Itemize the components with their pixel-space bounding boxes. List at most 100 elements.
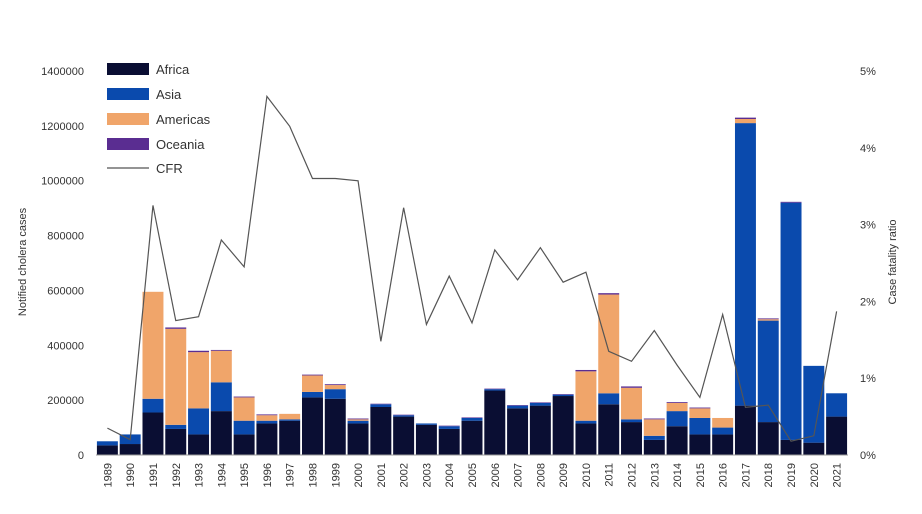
bar-asia-2021: [826, 393, 848, 417]
bar-oceania-2007: [507, 405, 529, 406]
bar-oceania-1996: [256, 414, 278, 416]
bar-africa-2006: [484, 390, 506, 455]
bar-africa-1999: [324, 398, 346, 455]
bar-africa-1992: [165, 428, 187, 455]
bar-oceania-2008: [529, 402, 551, 403]
bar-africa-2007: [507, 408, 529, 455]
y-ticks-left: 0 200000 400000 600000 800000 1000000 1200000 1…: [41, 66, 84, 462]
bar-asia-2007: [507, 405, 529, 409]
x-tick-label-1997: 1997: [285, 463, 297, 487]
bar-africa-2015: [689, 434, 711, 455]
bar-americas-2015: [689, 408, 711, 418]
y2-tick-label: 0%: [860, 450, 876, 462]
bar-africa-2001: [370, 407, 392, 455]
bar-asia-2000: [347, 420, 369, 424]
bar-africa-1996: [256, 423, 278, 455]
bar-africa-2017: [734, 405, 756, 455]
x-tick-label-1994: 1994: [216, 463, 228, 487]
x-tick-label-2001: 2001: [376, 463, 388, 487]
bar-asia-1996: [256, 420, 278, 424]
bar-asia-1995: [233, 420, 255, 435]
y-tick-label: 0: [78, 450, 84, 462]
bar-asia-2018: [757, 320, 779, 423]
bar-africa-2012: [621, 422, 642, 455]
legend-swatch-asia: [107, 88, 149, 100]
x-tick-label-1999: 1999: [330, 463, 342, 487]
x-tick-label-2002: 2002: [399, 463, 411, 487]
x-tick-label-2004: 2004: [444, 463, 456, 487]
y2-tick-label: 4%: [860, 143, 876, 155]
bar-oceania-2006: [484, 388, 506, 390]
bar-asia-1993: [188, 408, 210, 435]
y2-tick-label: 1%: [860, 373, 876, 385]
bar-africa-2004: [438, 428, 460, 455]
x-tick-label-2007: 2007: [513, 463, 525, 487]
bar-asia-2010: [575, 420, 597, 424]
bar-asia-2009: [552, 394, 574, 397]
bar-asia-2011: [598, 393, 620, 405]
y-ticks-right: 0% 1% 2% 3% 4% 5%: [860, 66, 876, 462]
bar-africa-2010: [575, 423, 597, 455]
x-tick-label-2003: 2003: [421, 463, 433, 487]
bar-africa-2002: [393, 416, 415, 455]
bar-asia-1994: [210, 382, 232, 412]
y2-axis-title: Case fatality ratio: [887, 220, 899, 305]
bar-africa-2003: [415, 424, 437, 455]
x-tick-label-2013: 2013: [649, 463, 661, 487]
y-tick-label: 800000: [47, 231, 84, 243]
bar-americas-2016: [712, 417, 734, 428]
legend-label-asia: Asia: [156, 87, 182, 102]
bar-oceania-2000: [347, 418, 369, 420]
bar-americas-1991: [142, 291, 164, 399]
bar-oceania-2013: [643, 418, 665, 420]
bar-asia-2002: [393, 415, 415, 417]
y-tick-label: 1200000: [41, 121, 84, 133]
bar-americas-2010: [575, 371, 597, 421]
x-tick-label-1990: 1990: [125, 463, 137, 487]
x-tick-label-2015: 2015: [695, 463, 707, 487]
bar-asia-2005: [461, 417, 483, 421]
bar-oceania-1998: [302, 374, 323, 376]
x-tick-label-1991: 1991: [148, 463, 160, 487]
bar-asia-2017: [734, 123, 756, 406]
bar-americas-2012: [621, 387, 642, 420]
bar-oceania-2017: [734, 117, 756, 119]
bar-oceania-2019: [780, 201, 802, 203]
bar-oceania-2015: [689, 407, 711, 409]
legend-label-cfr: CFR: [156, 161, 183, 176]
bar-americas-2013: [643, 419, 665, 436]
bar-asia-2012: [621, 419, 642, 423]
bar-asia-2003: [415, 423, 437, 425]
y-tick-label: 400000: [47, 340, 84, 352]
bar-oceania-2002: [393, 414, 415, 416]
x-tick-label-2005: 2005: [467, 463, 479, 487]
bar-africa-2020: [803, 442, 825, 455]
bar-asia-2006: [484, 389, 506, 391]
y2-tick-label: 2%: [860, 296, 876, 308]
bar-oceania-1993: [188, 350, 210, 353]
bar-oceania-2004: [438, 425, 460, 427]
bar-oceania-1994: [210, 349, 232, 351]
bar-oceania-1999: [324, 384, 346, 386]
bar-americas-1996: [256, 415, 278, 421]
bar-asia-2004: [438, 426, 460, 429]
bar-americas-1993: [188, 352, 210, 409]
bar-americas-2000: [347, 419, 369, 421]
bar-africa-2014: [666, 426, 688, 455]
cfr-line-layer: [107, 94, 838, 442]
bar-asia-2016: [712, 427, 734, 435]
bar-africa-1993: [188, 434, 210, 455]
legend-label-americas: Americas: [156, 112, 211, 127]
x-tick-label-1998: 1998: [307, 463, 319, 487]
bar-americas-2014: [666, 402, 688, 412]
x-tick-label-2018: 2018: [763, 463, 775, 487]
x-tick-label-2011: 2011: [604, 463, 616, 487]
bar-asia-1992: [165, 424, 187, 429]
bar-asia-2001: [370, 404, 392, 407]
bar-africa-2018: [757, 422, 779, 455]
bar-africa-1991: [142, 412, 164, 455]
x-tick-label-2010: 2010: [581, 463, 593, 487]
bar-africa-2016: [712, 434, 734, 455]
bar-americas-1994: [210, 350, 232, 383]
